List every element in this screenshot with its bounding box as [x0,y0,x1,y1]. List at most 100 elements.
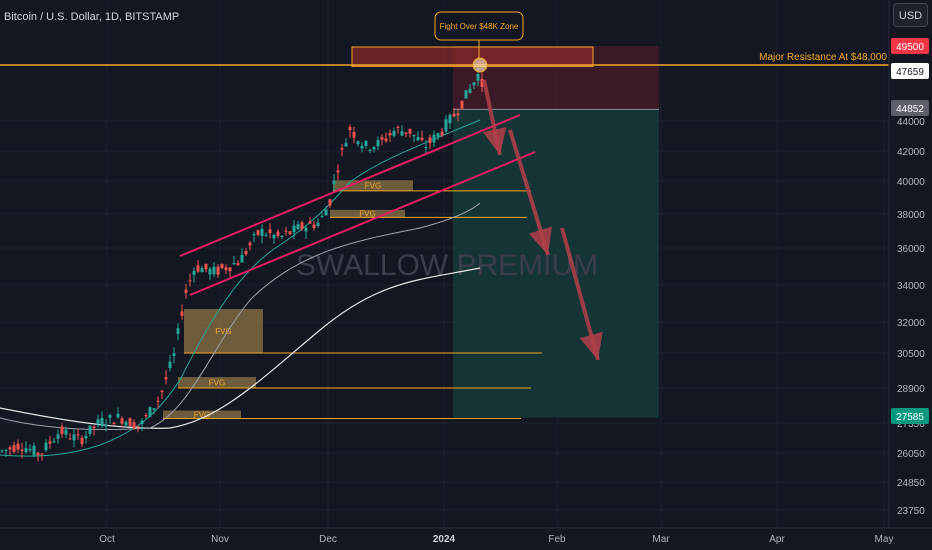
time-tick-label: Feb [548,534,566,545]
candle-body [408,128,412,134]
currency-button[interactable]: USD [893,3,928,27]
candle-body [120,418,124,424]
price-tick-label: 36000 [897,244,925,255]
price-axis-ticks: 23750 24850 26050 27350 28900 30500 32000 34000… [897,117,925,517]
price-tick-label: 28900 [897,384,925,395]
candle-body [160,390,164,392]
candle-body [464,90,468,99]
candle-body [0,450,4,452]
candle-body [208,268,212,275]
candle-body [12,445,16,452]
watermark: SWALLOW PREMIUM [296,249,598,282]
price-tick-label: 26050 [897,449,925,460]
candle-body [276,231,280,236]
price-badge-label: 44852 [896,104,924,115]
candle-body [104,424,108,427]
price-badge [891,408,929,424]
price-badge-label: 27585 [896,412,924,423]
candle-body [336,170,340,173]
candle-body [44,442,48,451]
candle-body [36,452,40,456]
candle-body [204,263,208,270]
candle-body [268,229,272,233]
candle-body [16,443,20,450]
candle-body [88,425,92,434]
candle-body [96,419,100,425]
candle-body [232,262,236,265]
candle-body [72,434,76,441]
candle-body [248,242,252,246]
candle-body [456,113,460,115]
candle-body [256,230,260,235]
fvg-box [330,209,405,218]
candle-body [472,82,476,86]
candle-body [224,267,228,271]
ma-100 [0,202,481,431]
arrow-2-head [528,226,552,255]
candle-body [140,420,144,425]
candle-body [112,422,116,425]
price-tick-label: 44000 [897,117,925,128]
time-tick-label: Dec [319,534,337,545]
candle-body [180,311,184,316]
price-axis[interactable] [889,0,932,550]
candle-body [220,264,224,269]
candle-body [236,263,240,266]
candle-body [4,449,8,451]
candle-body [188,280,192,282]
channel-lines [179,114,536,296]
candle-body [452,113,456,117]
price-tick-label: 30500 [897,349,925,360]
candle-body [260,228,264,237]
candle-body [64,429,68,435]
price-badges: 49500 47659 44852 27585 [891,38,929,424]
fvg-zones: FVG FVG FVG FVG FVG [163,180,542,420]
candle-body [284,230,288,232]
candle-body [192,270,196,275]
candle-body [240,254,244,263]
time-axis-ticks: Oct Nov Dec 2024 Feb Mar Apr May [99,534,893,545]
candle-body [468,88,472,93]
fvg-label: FVG [215,327,231,336]
candle-body [424,146,428,149]
candle-body [352,132,356,138]
candle-body [108,415,112,418]
candle-body [376,140,380,147]
projection-arrows [482,79,603,361]
candle-body [200,268,204,273]
candle-body [444,119,448,132]
candle-body [480,79,484,87]
candle-body [396,126,400,128]
fvg-label: FVG [209,379,225,388]
candle-body [340,148,344,150]
resistance-zone [351,46,594,67]
price-tick-label: 34000 [897,281,925,292]
price-badge-label: 47659 [896,67,924,78]
ma-20 [0,119,481,457]
take-profit-zone [453,109,659,418]
candle-body [244,251,248,255]
candle-body [368,149,372,151]
candle-body [272,234,276,239]
candle-body [132,422,136,429]
candle-body [420,137,424,140]
candle-body [304,227,308,232]
candle-body [68,438,72,440]
candle-body [412,134,416,137]
candle-body [228,267,232,272]
candle-body [460,100,464,109]
candle-body [384,138,388,142]
candle-body [296,224,300,230]
time-tick-label: Mar [652,534,670,545]
price-badge-label: 49500 [896,42,924,53]
time-tick-label: May [875,534,894,545]
candle-body [76,434,80,436]
candle-body [216,266,220,275]
candle-body [8,447,12,450]
candle-body [172,353,176,356]
candle-body [432,134,436,143]
price-badge [891,38,929,54]
moving-averages [0,119,481,457]
candle-body [144,414,148,416]
